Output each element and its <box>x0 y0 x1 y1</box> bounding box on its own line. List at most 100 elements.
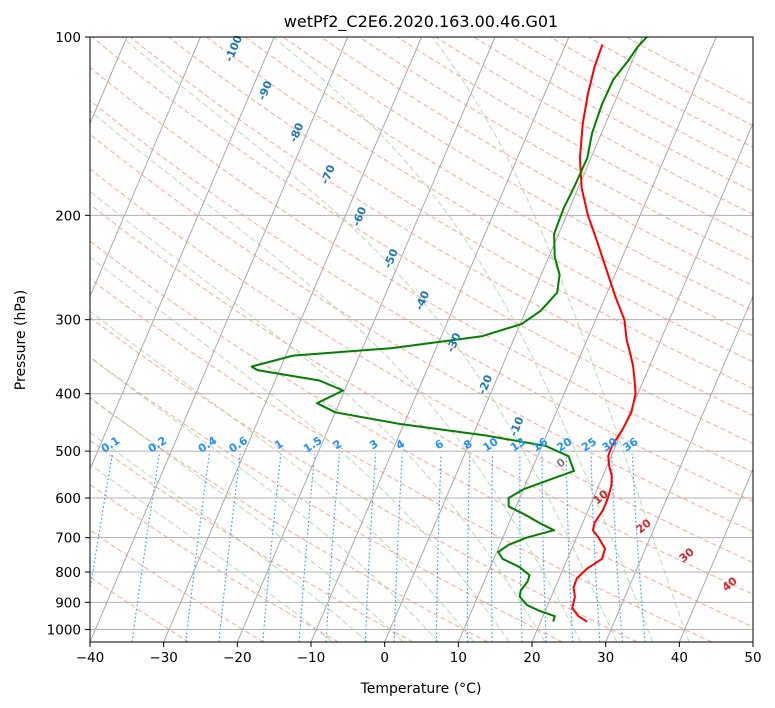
mixing-ratio-line <box>590 453 601 642</box>
dry-adiabat-line <box>90 66 753 473</box>
y-tick-label: 1000 <box>47 622 81 638</box>
dry-adiabat-line <box>90 529 264 642</box>
x-tick-label: 50 <box>744 650 761 666</box>
isotherm-line <box>531 122 753 642</box>
isotherm-label: -100 <box>222 33 245 64</box>
moist-adiabat-line <box>90 396 404 642</box>
y-tick-label: 800 <box>55 565 81 581</box>
dry-adiabat-line <box>90 316 638 642</box>
y-axis-title: Pressure (hPa) <box>13 290 29 390</box>
dry-adiabat-line <box>90 99 753 503</box>
mixing-ratio-line <box>631 453 646 642</box>
x-axis: −40 −30 −20 −10 0 10 20 30 40 50 <box>76 642 762 666</box>
mixing-ratio-line <box>298 453 316 642</box>
isotherm-line <box>605 295 753 642</box>
chart-title: wetPf2_C2E6.2020.163.00.46.G01 <box>284 12 558 32</box>
mixing-ratio-label: 3 <box>367 437 381 452</box>
y-tick-label: 500 <box>55 444 81 460</box>
dry-adiabat-line <box>206 37 753 363</box>
isotherm-line <box>310 37 570 642</box>
red-value-label: 40 <box>720 574 740 594</box>
mixing-ratio-label: 6 <box>433 437 447 452</box>
plot-frame <box>89 36 754 643</box>
dry-adiabat-line <box>90 397 488 642</box>
profile-lines <box>250 37 648 623</box>
mixing-ratio-line <box>393 453 403 642</box>
temperature-profile-line <box>571 44 637 623</box>
mixing-ratio-line <box>218 453 241 642</box>
dry-adiabat-line <box>511 37 753 170</box>
isotherm-line <box>236 37 496 642</box>
isotherm-line <box>90 37 349 642</box>
dry-adiabat-line <box>435 37 753 215</box>
isotherm-line <box>163 37 422 642</box>
moist-adiabat-line <box>90 110 582 642</box>
mixing-ratio-label: 0.2 <box>146 434 169 456</box>
background-lines <box>90 37 753 642</box>
y-tick-label: 700 <box>55 531 81 547</box>
dry-adiabat-line <box>90 356 563 642</box>
isotherm-label: -30 <box>444 331 464 355</box>
moist-adiabat-line <box>431 37 690 642</box>
y-tick-label: 300 <box>55 313 81 329</box>
isotherm-line <box>90 37 275 471</box>
red-value-label: 10 <box>591 487 611 507</box>
x-tick-label: 30 <box>597 650 614 666</box>
isotherm-line <box>384 37 643 642</box>
dry-adiabat-line <box>90 168 753 564</box>
x-tick-label: −40 <box>76 650 105 666</box>
mixing-ratio-line <box>364 453 377 642</box>
dry-adiabat-line <box>282 37 753 312</box>
dry-adiabat-line <box>168 37 753 390</box>
isotherm-label: -70 <box>318 163 338 187</box>
dry-adiabat-line <box>90 240 753 628</box>
mixing-ratio-line <box>466 453 471 642</box>
red-value-label: 30 <box>677 545 697 565</box>
x-tick-label: −30 <box>149 650 178 666</box>
isotherm-line <box>457 37 717 642</box>
mixing-ratio-line <box>541 453 547 642</box>
mixing-ratio-line <box>90 453 113 594</box>
y-axis: 100 200 300 400 500 600 700 800 900 1000 <box>47 30 90 638</box>
plot-area: -100-90-80-70-60-50-40-30-20-100.1 0.2 0.4… <box>89 33 754 643</box>
dry-adiabat-line <box>90 203 753 595</box>
moist-adiabat-line <box>90 463 333 642</box>
y-tick-label: 900 <box>55 595 81 611</box>
isotherm-label: -50 <box>381 247 401 271</box>
dry-adiabat-line <box>359 37 753 263</box>
isotherm-line <box>678 467 753 642</box>
isotherm-label: -40 <box>413 289 433 313</box>
x-tick-label: 40 <box>671 650 688 666</box>
mixing-ratio-label: 0.4 <box>196 434 220 456</box>
moist-adiabat-line <box>90 310 475 642</box>
mixing-ratio-line <box>325 453 341 642</box>
dry-adiabat-line <box>244 37 753 337</box>
moist-adiabat-line <box>121 37 618 642</box>
dry-adiabat-line <box>90 278 712 642</box>
moist-adiabat-line <box>90 190 546 642</box>
mixing-ratio-line <box>490 453 494 642</box>
x-tick-label: −20 <box>223 650 252 666</box>
y-tick-label: 600 <box>55 491 81 507</box>
gridlines <box>90 36 753 630</box>
mixing-ratio-line <box>565 453 574 642</box>
y-tick-label: 200 <box>55 208 81 224</box>
x-tick-label: 0 <box>380 650 389 666</box>
mixing-ratio-label: 8 <box>461 437 475 452</box>
isotherm-line <box>90 37 201 298</box>
dry-adiabat-line <box>90 133 753 533</box>
y-tick-label: 400 <box>55 387 81 403</box>
dry-adiabat-line <box>91 37 753 445</box>
moist-adiabat-line <box>90 356 439 642</box>
mixing-ratio-line <box>435 453 442 642</box>
x-axis-title: Temperature (°C) <box>360 681 482 697</box>
moist-adiabat-line <box>273 37 654 642</box>
isotherm-label: -60 <box>350 205 370 229</box>
x-tick-label: 20 <box>523 650 540 666</box>
dry-adiabat-line <box>90 483 339 642</box>
mixing-ratio-label: 1.5 <box>301 434 324 456</box>
isotherm-label: -10 <box>507 415 527 439</box>
mixing-ratio-line <box>519 453 523 642</box>
mixing-ratio-label: 0.1 <box>99 434 122 456</box>
